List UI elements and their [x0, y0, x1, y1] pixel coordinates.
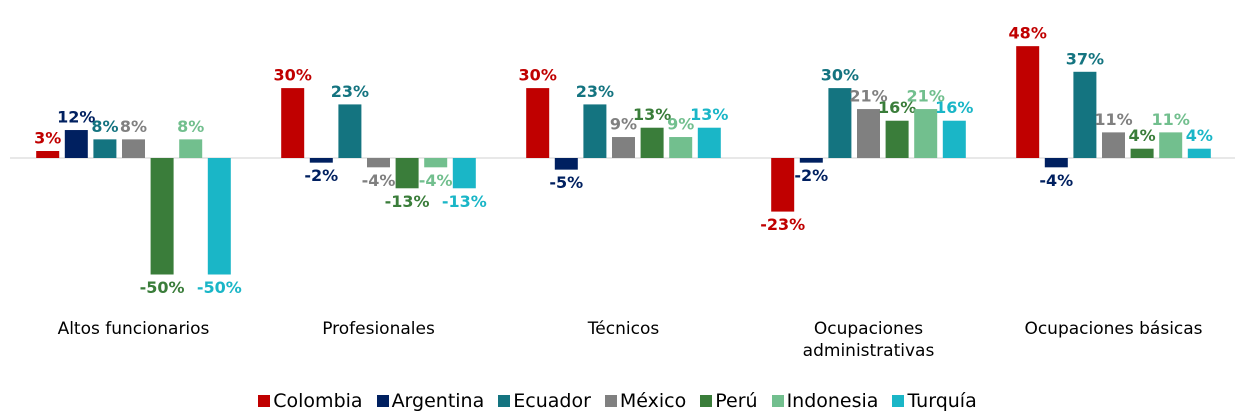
data-label: 30%: [821, 66, 859, 85]
legend-item: Argentina: [376, 390, 485, 412]
data-label: 13%: [690, 105, 728, 124]
data-label: 9%: [610, 115, 637, 134]
data-label: -5%: [549, 173, 583, 192]
legend-label: Indonesia: [786, 390, 879, 412]
legend-label: México: [619, 390, 687, 412]
data-label: 30%: [519, 66, 557, 85]
data-label: -2%: [304, 166, 338, 185]
bar: [150, 158, 174, 275]
data-label: 21%: [849, 87, 887, 106]
bar: [554, 158, 578, 170]
bar: [309, 158, 333, 163]
legend-swatch: [700, 395, 713, 407]
bar: [64, 130, 88, 158]
legend-swatch: [771, 395, 784, 407]
bar: [828, 88, 852, 158]
legend-swatch: [604, 395, 617, 407]
bar: [942, 120, 966, 158]
data-label: 48%: [1009, 24, 1047, 43]
x-tick-label: Técnicos: [587, 319, 660, 339]
bar: [179, 139, 203, 158]
bar: [1102, 132, 1125, 158]
x-tick-label: Profesionales: [322, 319, 435, 339]
legend-swatch: [258, 395, 271, 407]
data-label: 11%: [1152, 110, 1190, 129]
data-label: -13%: [442, 192, 487, 211]
legend-label: Turquía: [907, 390, 977, 412]
legend-item: México: [604, 390, 687, 412]
data-label: 16%: [878, 98, 916, 117]
bar: [367, 158, 390, 168]
data-label: 23%: [576, 82, 614, 101]
bar: [914, 109, 938, 158]
data-label: -13%: [385, 192, 430, 211]
bar: [93, 139, 117, 158]
legend-swatch: [498, 395, 511, 407]
data-label: -4%: [1039, 171, 1073, 190]
data-label: 8%: [91, 117, 118, 136]
bar: [612, 137, 635, 158]
bar: [640, 127, 664, 158]
data-label: 13%: [633, 105, 671, 124]
legend-item: Turquía: [892, 390, 977, 412]
bar: [338, 104, 362, 158]
bar: [1130, 148, 1154, 158]
legend-label: Argentina: [391, 390, 485, 412]
bar: [452, 158, 476, 189]
data-label: 4%: [1186, 126, 1213, 145]
data-label: 8%: [120, 117, 147, 136]
x-tick-label: Ocupaciones básicas: [1024, 319, 1203, 339]
legend-label: Ecuador: [513, 390, 591, 412]
legend-item: Colombia: [258, 390, 363, 412]
data-label: -50%: [140, 278, 185, 297]
bar: [669, 137, 693, 158]
data-label: 11%: [1094, 110, 1132, 129]
bar: [1073, 71, 1097, 158]
data-label: 8%: [177, 117, 204, 136]
data-label: 3%: [34, 129, 61, 148]
legend-item: Perú: [700, 390, 758, 412]
bar: [771, 158, 795, 212]
data-label: -4%: [362, 171, 396, 190]
bar: [526, 88, 550, 158]
data-label: -23%: [760, 215, 805, 234]
data-label: 9%: [667, 115, 694, 134]
data-label: 16%: [935, 98, 973, 117]
bar: [1187, 148, 1211, 158]
legend-label: Perú: [715, 390, 758, 412]
bar: [1159, 132, 1183, 158]
bar: [799, 158, 823, 163]
data-label: 30%: [274, 66, 312, 85]
bar: [583, 104, 607, 158]
legend-label: Colombia: [273, 390, 363, 412]
data-label: 23%: [331, 82, 369, 101]
data-label: 4%: [1129, 126, 1156, 145]
data-label: -50%: [197, 278, 242, 297]
legend-item: Ecuador: [498, 390, 591, 412]
bar: [395, 158, 419, 189]
data-label: -4%: [419, 171, 453, 190]
bar: [122, 139, 145, 158]
data-label: 37%: [1066, 49, 1104, 68]
x-tick-label: Altos funcionarios: [57, 319, 210, 339]
bar: [36, 151, 60, 158]
data-label: -2%: [794, 166, 828, 185]
bar: [885, 120, 909, 158]
plot: 3%12%8% 8%-50%8%-50%30%-2%23%-4%-13%-4%-1…: [10, 24, 1235, 297]
bar: [857, 109, 880, 158]
x-tick-label: Ocupaciones administrativas: [802, 319, 935, 361]
bar: [207, 158, 231, 275]
data-label: 21%: [907, 87, 945, 106]
data-label: 12%: [57, 108, 95, 127]
bar: [697, 127, 721, 158]
legend-item: Indonesia: [771, 390, 879, 412]
legend-swatch: [376, 395, 389, 407]
bar: [1016, 46, 1040, 158]
bar: [424, 158, 448, 168]
bar: [281, 88, 305, 158]
legend-swatch: [892, 395, 905, 407]
legend: Colombia Argentina Ecuador México Perú Indone…: [0, 390, 1235, 412]
bar: [1044, 158, 1068, 168]
